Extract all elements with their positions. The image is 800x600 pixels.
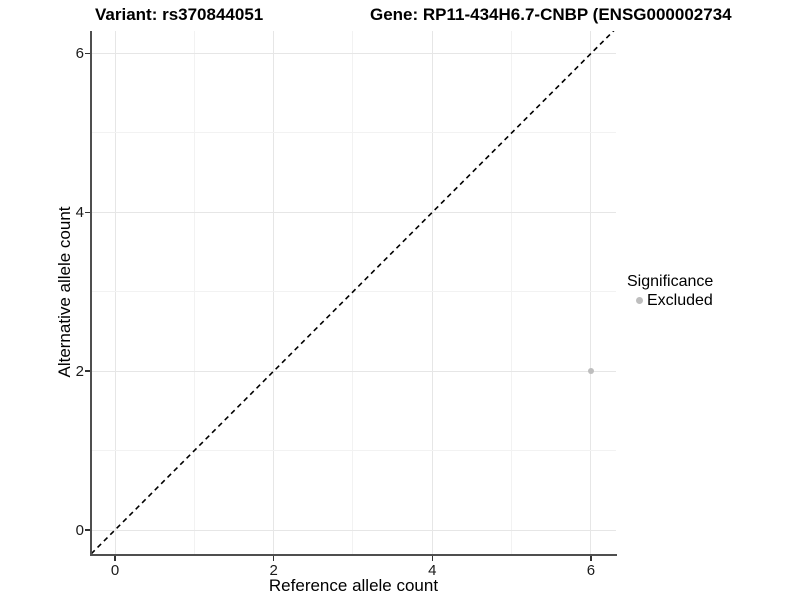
x-axis-line (89, 553, 617, 556)
gridline-y-minor (91, 450, 616, 452)
gridline-x-minor (511, 31, 513, 554)
x-axis-tick-label: 4 (428, 562, 437, 579)
legend-item: Excluded (636, 292, 713, 309)
x-axis-tick-label: 6 (586, 562, 596, 579)
legend-title: Significance (627, 273, 714, 290)
plot-title-gene: Gene: RP11-434H6.7-CNBP (ENSG000002734 (370, 5, 732, 24)
y-axis-tick (84, 529, 90, 531)
y-axis-tick-label: 0 (75, 521, 84, 539)
gridline-y-major (91, 211, 616, 213)
y-axis-tick-label: 6 (75, 44, 84, 62)
x-axis-tick (590, 555, 592, 561)
x-axis-tick-label: 0 (110, 562, 120, 579)
legend-item-label: Excluded (647, 291, 713, 309)
y-axis-title: Alternative allele count (55, 206, 74, 378)
x-axis-tick-label: 2 (269, 562, 278, 579)
gridline-y-major (91, 370, 616, 372)
gridline-x-major (590, 31, 592, 554)
gridline-y-major (91, 52, 616, 54)
gridline-y-minor (91, 132, 616, 134)
legend-point-icon (636, 297, 643, 304)
y-axis-tick (84, 52, 90, 55)
gridline-x-major (114, 31, 116, 554)
data-point (587, 368, 594, 375)
y-axis-tick (84, 370, 90, 372)
x-axis-tick (272, 555, 275, 561)
gridline-x-major (431, 31, 433, 554)
gridline-x-minor (193, 31, 195, 554)
gridline-x-major (273, 31, 275, 554)
y-axis-tick-label: 4 (75, 203, 84, 221)
plot-panel (91, 31, 616, 554)
y-axis-tick (84, 211, 90, 214)
x-axis-tick (431, 555, 434, 561)
y-axis-tick-label: 2 (75, 362, 84, 380)
y-axis-line (89, 31, 92, 556)
plot-title-variant: Variant: rs370844051 (95, 5, 264, 24)
x-axis-tick (114, 555, 116, 561)
identity-line (91, 31, 615, 554)
x-axis-title: Reference allele count (268, 576, 439, 595)
gridline-y-major (91, 529, 616, 531)
